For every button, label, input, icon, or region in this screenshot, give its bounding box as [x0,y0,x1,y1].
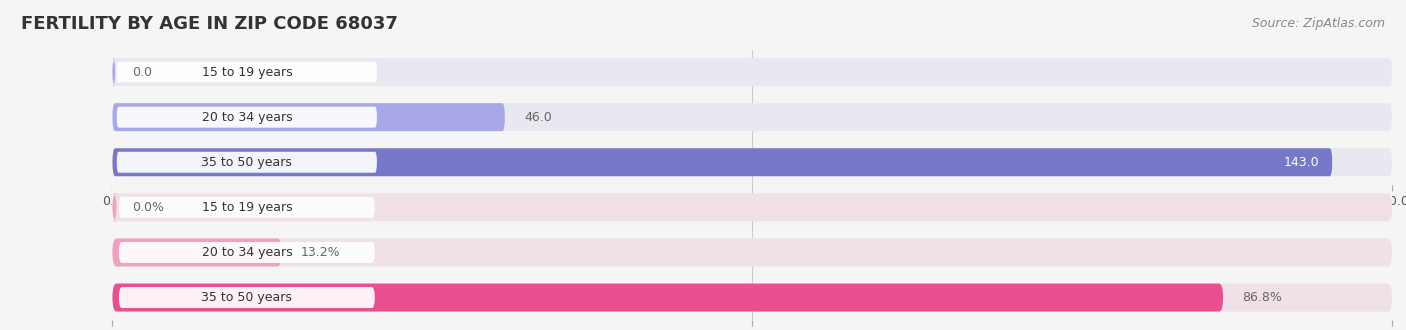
FancyBboxPatch shape [112,193,1392,221]
Text: 86.8%: 86.8% [1243,291,1282,304]
Text: 35 to 50 years: 35 to 50 years [201,291,292,304]
Text: 15 to 19 years: 15 to 19 years [201,201,292,214]
Text: 20 to 34 years: 20 to 34 years [201,246,292,259]
FancyBboxPatch shape [120,197,375,218]
FancyBboxPatch shape [117,152,377,173]
FancyBboxPatch shape [112,58,1392,86]
FancyBboxPatch shape [112,103,1392,131]
FancyBboxPatch shape [112,103,505,131]
FancyBboxPatch shape [120,242,375,263]
Text: 0.0: 0.0 [132,66,152,79]
Text: 15 to 19 years: 15 to 19 years [201,66,292,79]
Text: 13.2%: 13.2% [301,246,340,259]
Text: 46.0: 46.0 [524,111,551,124]
Text: Source: ZipAtlas.com: Source: ZipAtlas.com [1253,17,1385,30]
Text: FERTILITY BY AGE IN ZIP CODE 68037: FERTILITY BY AGE IN ZIP CODE 68037 [21,15,398,33]
FancyBboxPatch shape [117,62,377,82]
FancyBboxPatch shape [117,107,377,128]
FancyBboxPatch shape [112,148,1392,176]
FancyBboxPatch shape [112,58,115,86]
FancyBboxPatch shape [120,287,375,308]
FancyBboxPatch shape [112,239,281,266]
FancyBboxPatch shape [112,283,1392,312]
Text: 35 to 50 years: 35 to 50 years [201,156,292,169]
FancyBboxPatch shape [112,239,1392,266]
FancyBboxPatch shape [112,193,117,221]
Text: 20 to 34 years: 20 to 34 years [201,111,292,124]
Text: 0.0%: 0.0% [132,201,163,214]
FancyBboxPatch shape [112,148,1333,176]
Text: 143.0: 143.0 [1284,156,1319,169]
FancyBboxPatch shape [112,283,1223,312]
